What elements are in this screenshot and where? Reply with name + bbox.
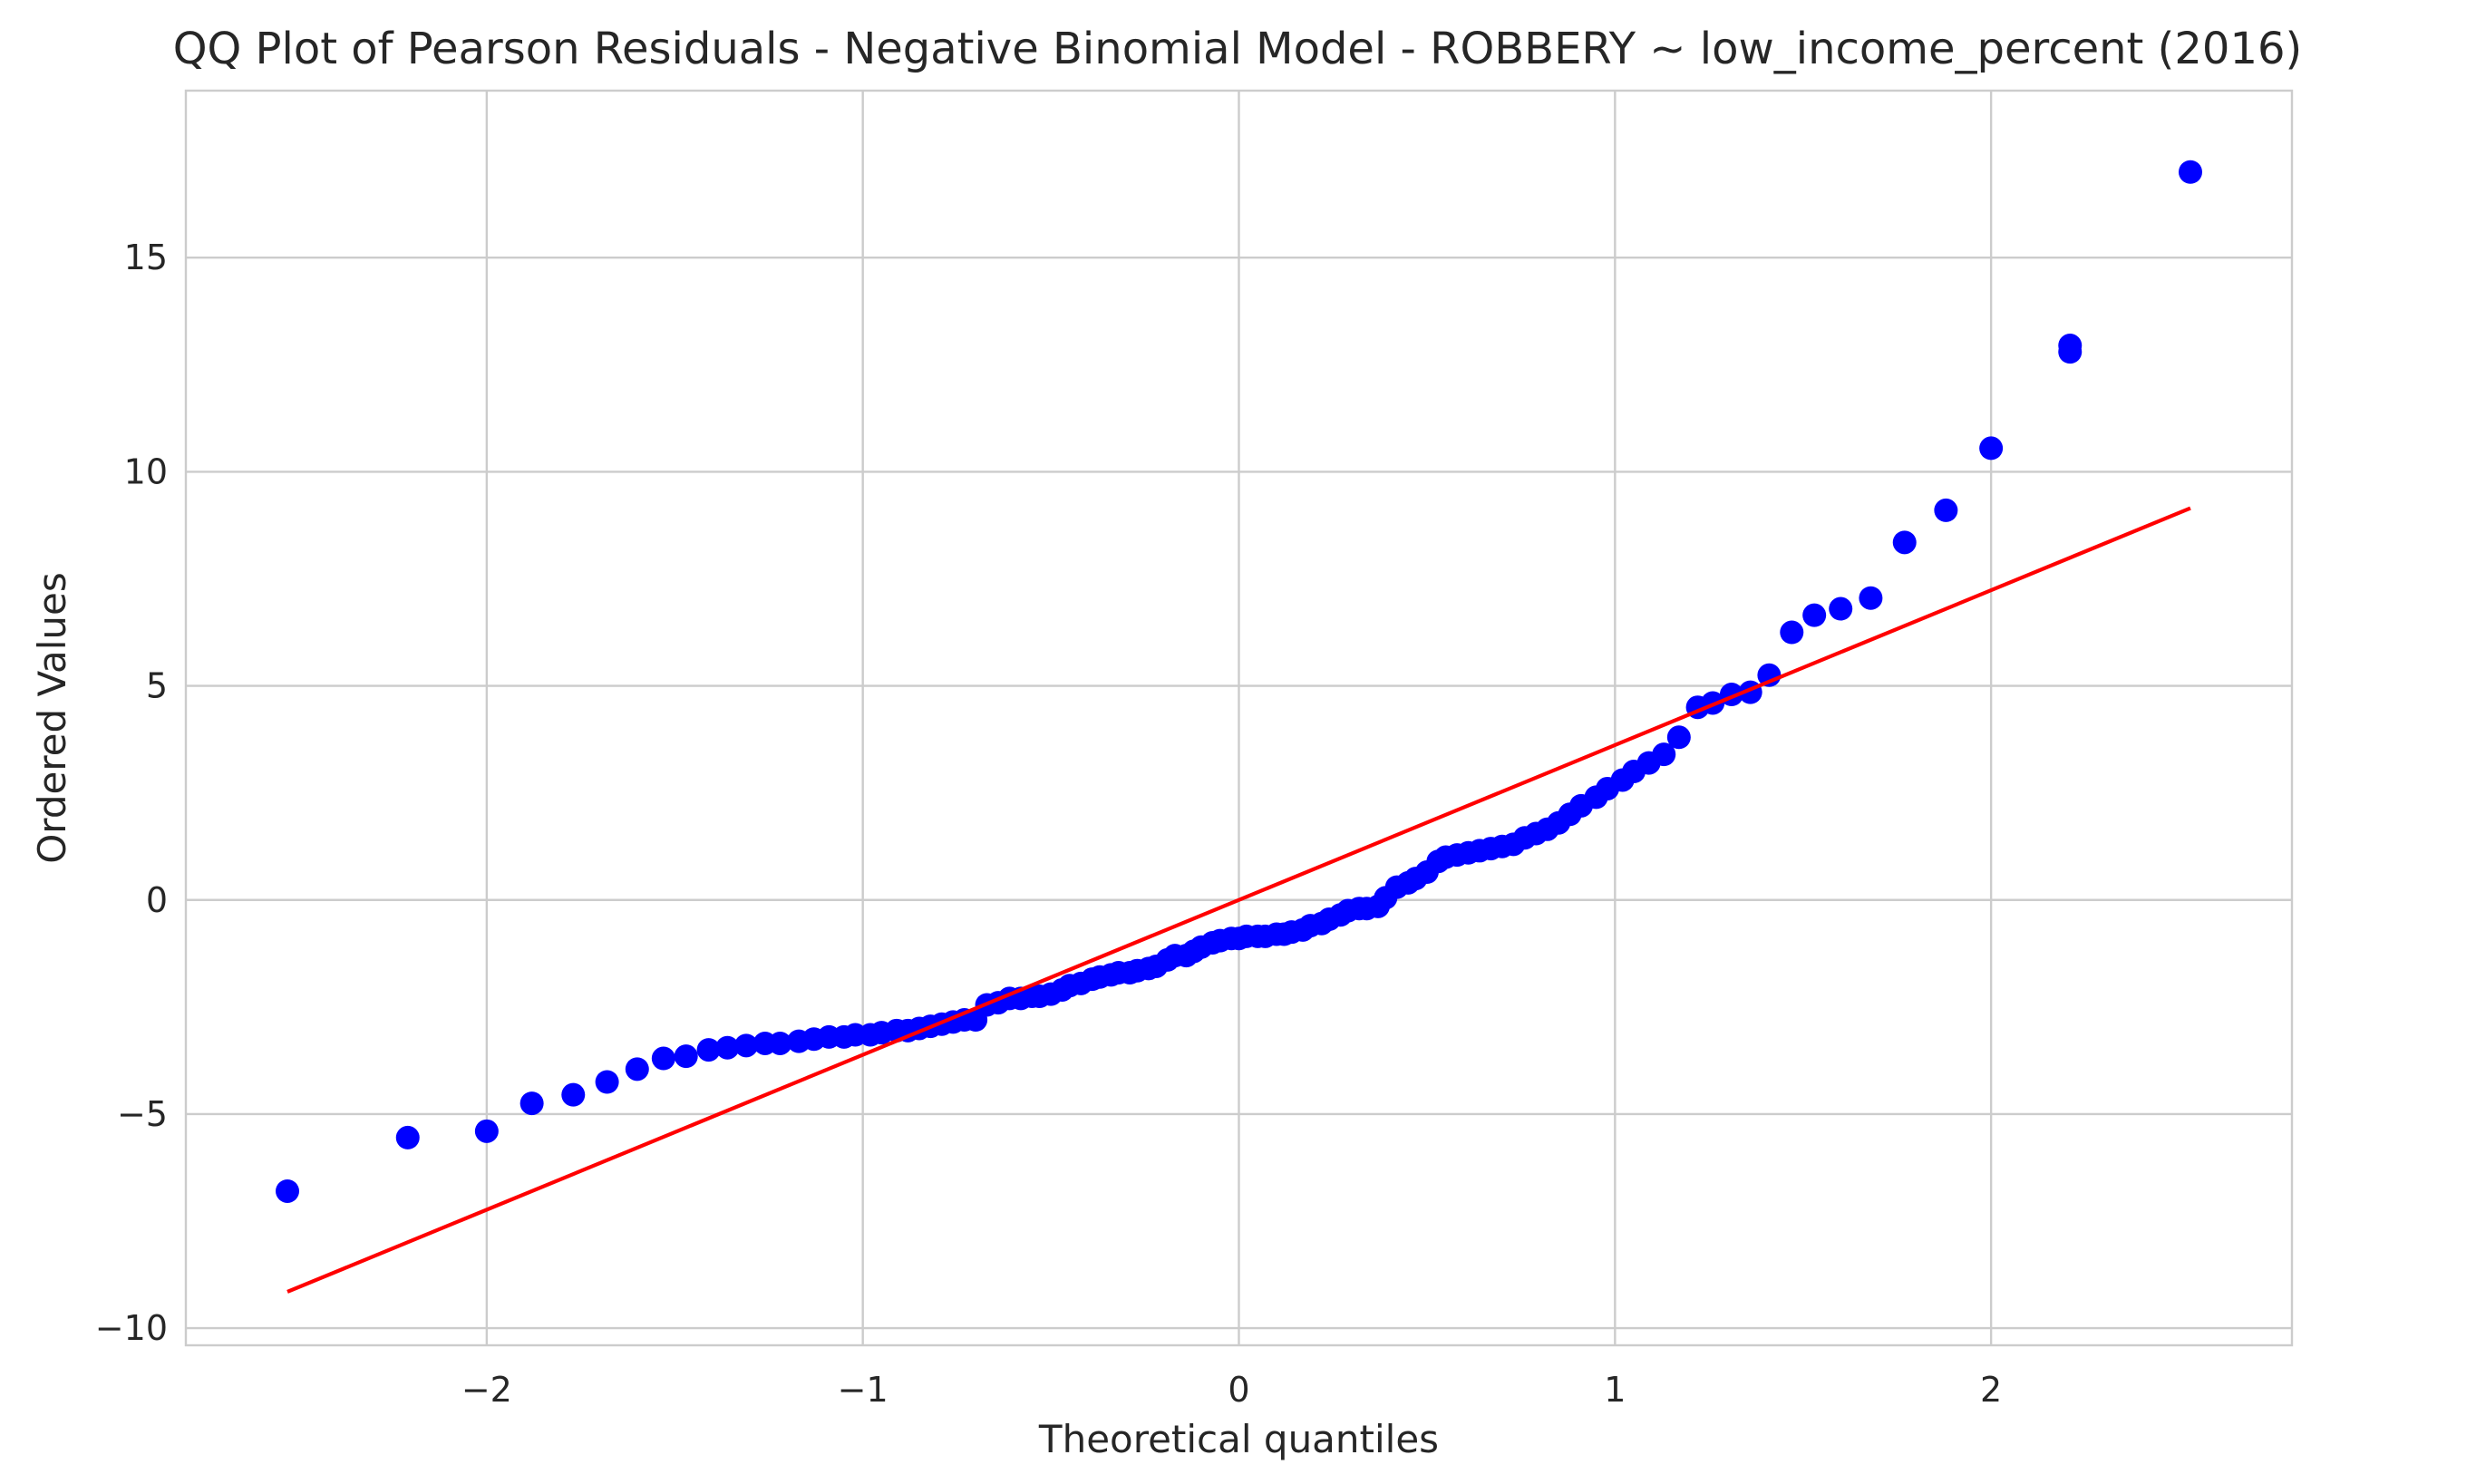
y-axis-label: Ordered Values [30,572,74,864]
data-point [395,1125,420,1149]
data-point [674,1044,698,1069]
y-tick-label: 0 [146,880,168,920]
chart-title: QQ Plot of Pearson Residuals - Negative … [173,24,2303,74]
grid-lines [186,91,2292,1345]
y-tick-labels: −10 −5 0 5 10 15 [95,238,168,1348]
x-tick-label: 1 [1604,1370,1626,1410]
y-tick-label: 15 [124,238,168,277]
x-tick-label: −1 [838,1370,888,1410]
data-point [1979,436,2004,461]
y-tick-label: 10 [124,451,168,491]
fit-line-group [286,506,2191,1294]
data-point [595,1070,619,1094]
x-tick-label: −2 [461,1370,512,1410]
data-point [1802,603,1827,627]
data-point [1829,597,1853,621]
data-point [1780,620,1804,645]
data-point [519,1091,544,1116]
data-point [768,1031,792,1055]
y-tick-label: −5 [117,1094,168,1134]
data-point [1892,530,1917,555]
x-axis-label: Theoretical quantiles [1038,1417,1439,1461]
y-tick-label: 5 [146,666,168,706]
data-point [2178,160,2202,184]
x-tick-label: 2 [1980,1370,2002,1410]
fit-line [286,506,2191,1294]
data-points [276,160,2202,1203]
data-point [651,1046,675,1071]
data-point [474,1119,499,1143]
x-tick-label: 0 [1228,1370,1249,1410]
data-point [1859,586,1883,610]
data-point [1934,498,1958,522]
data-point [276,1178,300,1203]
data-point [734,1033,759,1058]
data-point [715,1035,740,1060]
data-point [561,1082,586,1107]
data-point [696,1038,721,1062]
data-point [2058,334,2083,358]
data-point [625,1057,649,1081]
y-tick-label: −10 [95,1308,168,1348]
x-tick-labels: −2 −1 0 1 2 [461,1370,2002,1410]
data-point [1666,725,1691,750]
plot-frame [184,89,2294,1347]
data-point [1652,742,1676,767]
